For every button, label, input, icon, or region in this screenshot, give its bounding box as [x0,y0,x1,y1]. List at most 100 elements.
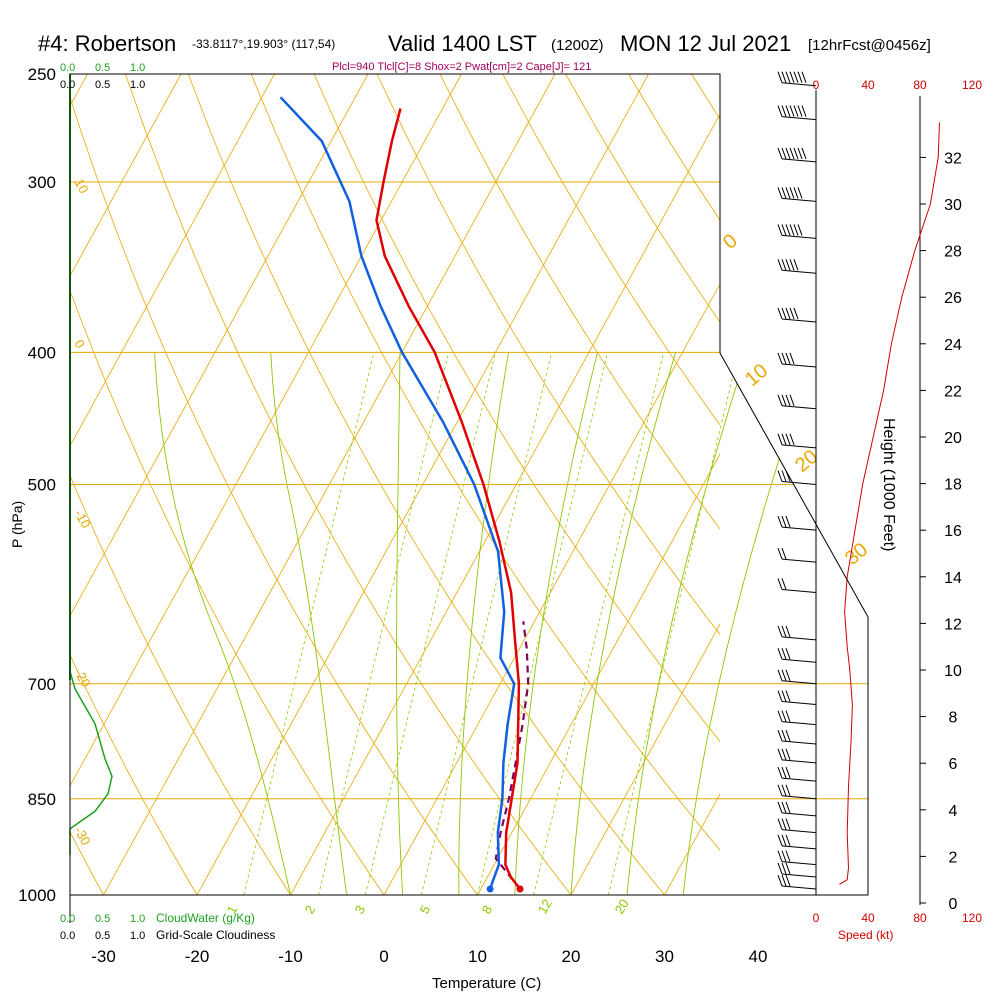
wind-barb-staff [781,588,817,593]
wind-barb-flag [785,784,791,796]
wind-barb-flag [777,801,783,814]
temperature-trace [375,108,521,890]
height-tick-label: 2 [949,849,958,866]
pressure-tick-label: 250 [28,65,56,84]
wind-barb-flag [777,470,783,482]
wind-barb-flag [781,690,787,702]
wind-barb-flag [789,224,795,236]
cloudwater-tick-top-1: 0.5 [95,62,110,74]
wind-barb-flag [781,801,787,814]
wind-barb-staff [781,701,817,706]
moist-adiabat-line [570,352,677,895]
wind-barb [777,433,817,449]
wind-barb-flag [777,105,783,117]
wind-barb-flag [789,352,795,365]
dry-adiabat-line [70,474,291,895]
isotherm-line [852,74,1000,895]
speed-tick-top: 40 [861,78,875,92]
wind-barb [777,259,817,274]
wind-barb-flag [785,307,791,320]
wind-barb-flag [781,105,787,117]
dry-adiabat-line [125,74,572,895]
wind-barb-flag [797,187,803,199]
adiabat-label: 20 [791,446,822,477]
dry-adiabat-line [817,74,1000,895]
speed-tick-bottom: 120 [962,911,982,925]
wind-barb-staff [781,269,817,274]
wind-barb-flag [785,105,791,117]
pressure-tick-label: 300 [28,173,56,192]
wind-barb [777,71,817,87]
mixing-ratio-line [421,352,552,895]
forecast-info: [12hrFcst@0456z] [808,37,931,54]
wind-barb-flag [777,433,783,446]
speed-tick-top: 80 [913,78,927,92]
mixing-ratio-label: 3 [352,903,369,917]
wind-barb-flag [785,648,791,660]
dry-adiabat-line [70,289,385,895]
wind-barb-staff [781,873,817,878]
wind-barb [777,729,817,745]
height-axis-title: Height (1000 Feet) [880,418,897,551]
mixing-ratio-label: 2 [302,903,319,917]
temperature-tick-label: -20 [185,947,210,966]
cloudwater-tick-bottom-0: 0.0 [60,913,75,925]
dewpoint-trace [279,96,516,890]
wind-barb [777,850,817,866]
isotherm-label: -10 [71,507,93,531]
wind-barb-flag [797,105,803,117]
wind-barb-flag [785,147,791,160]
wind-barb [777,224,817,239]
wind-barb-flag [781,818,787,830]
wind-barb-staff [781,795,817,800]
wind-barb-flag [793,307,799,320]
chart-title: #4: Robertson [38,31,176,56]
wind-barb-staff [781,363,817,368]
wind-barb-flag [789,105,795,117]
speed-tick-top: 120 [962,78,982,92]
utc-time: (1200Z) [551,37,604,54]
parcel-trace [494,621,530,890]
wind-barb [777,690,817,706]
wind-barb [777,801,817,817]
wind-speed-profile [839,122,940,885]
wind-barb-flag [781,784,787,796]
wind-barb-flag [777,729,783,742]
wind-barb [777,578,817,593]
wind-barb [777,187,817,202]
mixing-ratio-label: 12 [535,896,555,916]
wind-barb-staff [781,558,817,563]
wind-barb-flag [793,105,799,117]
isotherm-line [70,74,182,277]
wind-barb-staff [781,759,817,764]
height-tick-label: 26 [944,290,962,307]
moist-adiabat-line [514,352,598,895]
wind-barb-flag [793,187,799,199]
height-tick-label: 28 [944,244,962,261]
wind-barb-flag [777,669,783,681]
temperature-tick-label: 10 [468,947,487,966]
temperature-tick-label: 40 [749,947,768,966]
wind-barb [777,748,817,764]
x-axis-title: Temperature (C) [432,975,541,992]
wind-barb [777,547,817,563]
temperature-tick-label: -30 [91,947,116,966]
wind-barb [777,394,817,410]
wind-barb-flag [777,394,783,406]
wind-panel: 0246810121416182022242628303200404080801… [777,71,982,925]
wind-barb-flag [781,648,787,660]
wind-barb-flag [781,834,787,846]
cloudiness-tick-top-2: 1.0 [130,79,145,91]
mixing-ratio-label: 8 [479,903,496,917]
wind-barb-flag [777,307,783,320]
wind-barb-flag [785,874,791,887]
surface-dewpoint-point [486,885,494,893]
wind-barb-flag [801,71,807,83]
wind-barb-staff [781,680,817,685]
mixing-ratio-line [533,352,665,895]
wind-barb-flag [781,748,787,761]
wind-barb-flag [785,187,791,199]
wind-barb-flag [781,224,787,236]
cloudiness-tick-bottom-0: 0.0 [60,930,75,942]
dry-adiabat-line [376,74,720,636]
